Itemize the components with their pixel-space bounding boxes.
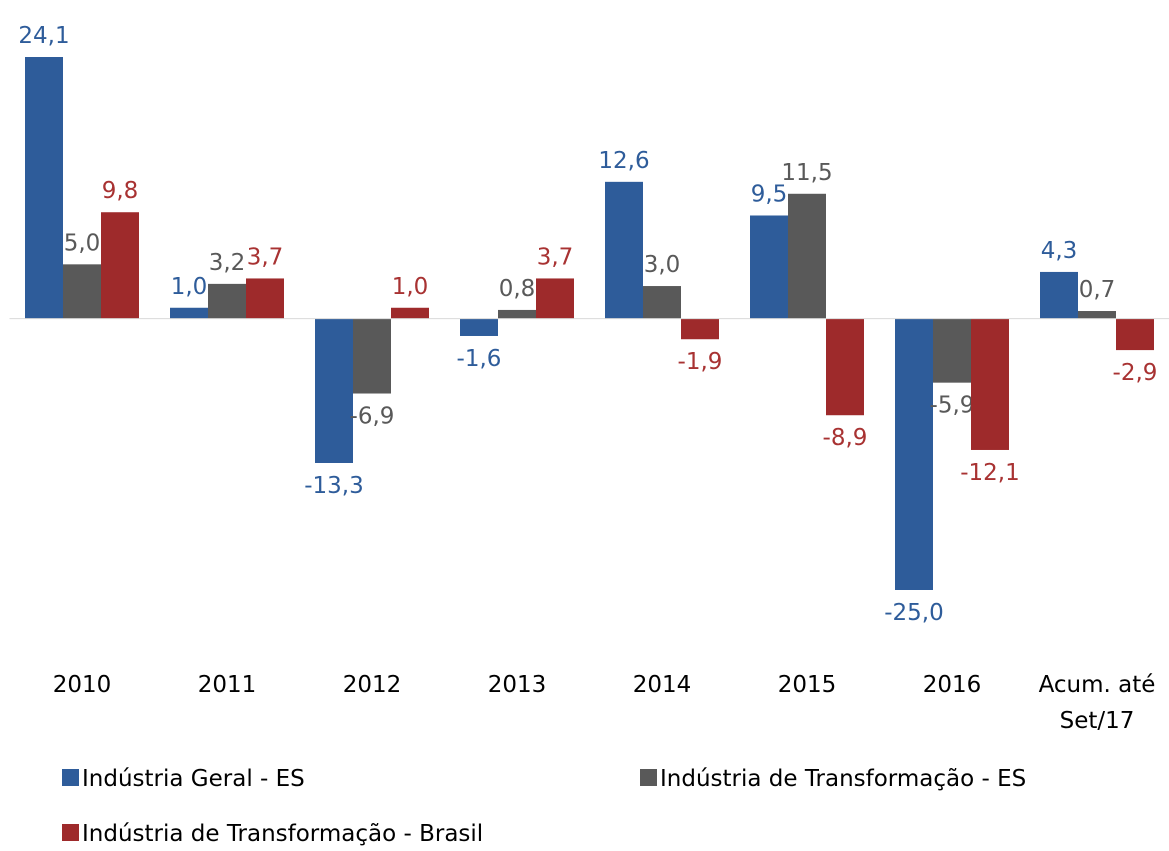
bar xyxy=(933,318,971,383)
bar xyxy=(208,283,246,319)
bar xyxy=(391,307,429,319)
value-label: 9,8 xyxy=(102,178,139,204)
x-tick-label: 2013 xyxy=(487,672,547,698)
value-label: -1,9 xyxy=(678,349,723,375)
bar xyxy=(971,318,1009,450)
value-label: -1,6 xyxy=(457,346,502,372)
x-tick-label: 2012 xyxy=(342,672,402,698)
bar xyxy=(246,278,284,319)
x-tick-label: 2011 xyxy=(197,672,257,698)
bar xyxy=(788,193,826,319)
bar xyxy=(315,318,353,463)
value-label: 12,6 xyxy=(598,148,649,174)
value-label: -6,9 xyxy=(350,404,395,430)
value-label: 3,7 xyxy=(247,244,284,270)
value-label: -8,9 xyxy=(823,425,868,451)
bar xyxy=(353,318,391,394)
bar xyxy=(25,57,63,319)
x-tick-label: 2014 xyxy=(632,672,692,698)
bar xyxy=(170,307,208,319)
value-label: 1,0 xyxy=(392,274,429,300)
value-label: -12,1 xyxy=(960,460,1020,486)
value-label: -13,3 xyxy=(304,473,364,499)
x-tick-label: 2010 xyxy=(52,672,112,698)
value-label: 0,8 xyxy=(499,276,536,302)
bar xyxy=(681,318,719,340)
value-label: 1,0 xyxy=(171,274,208,300)
bar xyxy=(826,318,864,416)
legend-swatch xyxy=(640,769,657,786)
x-tick-label: Acum. até Set/17 xyxy=(1038,672,1156,734)
bar xyxy=(63,264,101,319)
value-label: 3,2 xyxy=(209,250,246,276)
bar xyxy=(750,215,788,319)
value-label: 11,5 xyxy=(781,160,832,186)
value-label: -5,9 xyxy=(930,393,975,419)
value-label: 3,7 xyxy=(537,244,574,270)
value-label: -2,9 xyxy=(1113,360,1158,386)
bar xyxy=(1078,311,1116,319)
legend-swatch xyxy=(62,769,79,786)
x-tick-label: 2016 xyxy=(922,672,982,698)
value-label: 4,3 xyxy=(1041,238,1078,264)
bar xyxy=(643,286,681,319)
bar xyxy=(498,309,536,319)
value-label: 3,0 xyxy=(644,252,681,278)
value-label: 9,5 xyxy=(751,181,788,207)
x-tick-label: 2015 xyxy=(777,672,837,698)
bar xyxy=(1040,271,1078,319)
legend-label: Indústria Geral - ES xyxy=(82,766,305,792)
value-label: 24,1 xyxy=(18,23,69,49)
legend-label: Indústria de Transformação - Brasil xyxy=(82,821,483,847)
legend-label: Indústria de Transformação - ES xyxy=(660,766,1026,792)
bar xyxy=(1116,318,1154,351)
legend-swatch xyxy=(62,824,79,841)
value-label: 0,7 xyxy=(1079,277,1116,303)
value-label: 5,0 xyxy=(64,230,101,256)
bar xyxy=(895,318,933,590)
bar xyxy=(460,318,498,336)
bar xyxy=(605,181,643,319)
bar xyxy=(536,278,574,319)
value-label: -25,0 xyxy=(884,600,944,626)
bar xyxy=(101,212,139,319)
